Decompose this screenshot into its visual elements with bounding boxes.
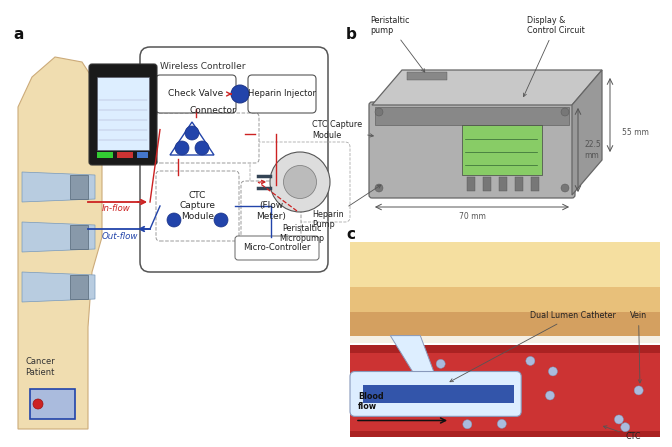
Bar (70, 275, 88, 299)
Text: (Flow
Meter): (Flow Meter) (256, 201, 286, 221)
Bar (70, 225, 88, 249)
Text: Heparin
Pump: Heparin Pump (312, 185, 381, 229)
Circle shape (375, 108, 383, 116)
Circle shape (167, 213, 181, 227)
Circle shape (526, 356, 535, 366)
FancyBboxPatch shape (156, 75, 236, 113)
Text: Heparin Injector: Heparin Injector (248, 89, 316, 98)
FancyBboxPatch shape (350, 371, 521, 416)
Text: Blood
flow: Blood flow (358, 392, 384, 411)
Text: 70 mm: 70 mm (458, 212, 485, 222)
Text: Display &
Control Circuit: Display & Control Circuit (523, 16, 585, 97)
Polygon shape (170, 122, 214, 155)
Text: Out-flow: Out-flow (102, 232, 138, 241)
Bar (350, 346, 660, 437)
FancyBboxPatch shape (248, 75, 316, 113)
Bar (350, 431, 660, 437)
Bar (117, 152, 133, 158)
Text: Dual Lumen Catheter: Dual Lumen Catheter (450, 311, 616, 382)
FancyBboxPatch shape (235, 236, 319, 260)
FancyBboxPatch shape (89, 64, 157, 165)
Polygon shape (22, 172, 95, 202)
Polygon shape (390, 336, 435, 376)
Text: Peristaltic
pump: Peristaltic pump (370, 16, 425, 72)
Polygon shape (372, 70, 602, 105)
Text: Vein: Vein (630, 311, 647, 383)
Bar (499, 177, 507, 191)
Text: CTC: CTC (603, 426, 640, 441)
Bar (515, 177, 523, 191)
Bar (137, 152, 148, 158)
Text: Check Valve: Check Valve (169, 89, 224, 98)
Bar (350, 346, 660, 353)
Bar (350, 242, 660, 287)
Circle shape (375, 184, 383, 192)
Circle shape (497, 419, 506, 428)
FancyBboxPatch shape (156, 171, 239, 241)
Text: Cancer
Patient: Cancer Patient (25, 357, 54, 377)
Bar (407, 72, 447, 80)
Bar (97, 77, 149, 150)
Bar (350, 312, 660, 336)
Circle shape (231, 85, 249, 103)
Text: 55 mm: 55 mm (622, 128, 649, 137)
Circle shape (436, 359, 445, 368)
Circle shape (463, 420, 472, 429)
Text: 22.5
mm: 22.5 mm (584, 140, 601, 160)
Circle shape (614, 415, 624, 424)
Circle shape (561, 184, 569, 192)
FancyBboxPatch shape (369, 102, 575, 198)
Text: c: c (346, 227, 355, 242)
Circle shape (284, 165, 317, 198)
Text: Wireless Controller: Wireless Controller (160, 62, 245, 71)
Circle shape (270, 152, 330, 212)
Circle shape (621, 423, 630, 432)
Bar (375, 107, 569, 125)
Polygon shape (22, 222, 95, 252)
Circle shape (548, 367, 558, 376)
Circle shape (561, 108, 569, 116)
Text: CTC
Capture
Module: CTC Capture Module (179, 191, 216, 221)
Circle shape (214, 213, 228, 227)
Text: Connector: Connector (189, 106, 236, 115)
Polygon shape (18, 57, 102, 429)
Circle shape (175, 141, 189, 155)
Bar (97, 152, 113, 158)
Polygon shape (30, 389, 75, 419)
Text: In-flow: In-flow (102, 204, 131, 214)
Bar (483, 177, 491, 191)
FancyBboxPatch shape (156, 113, 259, 163)
Text: b: b (346, 27, 357, 42)
Bar (467, 177, 475, 191)
Circle shape (546, 391, 554, 400)
Text: Peristaltic
Micropump: Peristaltic Micropump (280, 224, 325, 244)
Text: a: a (13, 27, 24, 42)
Circle shape (634, 386, 643, 395)
Bar (350, 336, 660, 343)
Bar (531, 177, 539, 191)
Bar (350, 287, 660, 312)
Circle shape (195, 141, 209, 155)
Bar (363, 385, 514, 403)
Polygon shape (572, 70, 602, 195)
Circle shape (33, 399, 43, 409)
Bar (70, 175, 88, 199)
FancyBboxPatch shape (241, 181, 301, 241)
Text: CTC Capture
Module: CTC Capture Module (312, 121, 374, 140)
Bar (462, 125, 542, 175)
FancyBboxPatch shape (140, 47, 328, 272)
Polygon shape (22, 272, 95, 302)
Text: Micro-Controller: Micro-Controller (243, 244, 310, 253)
Circle shape (185, 126, 199, 140)
